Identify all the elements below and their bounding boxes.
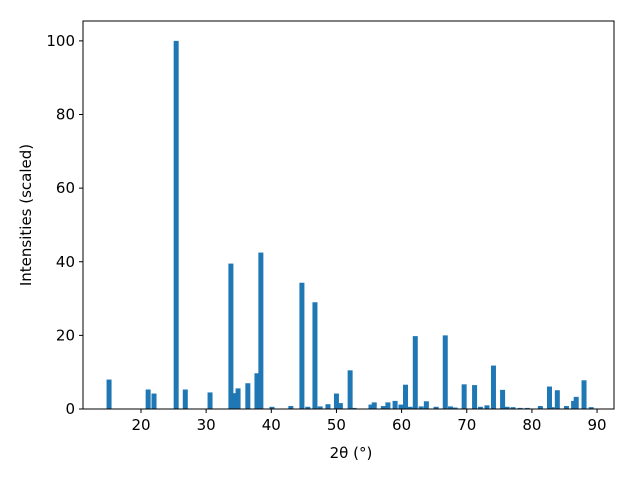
y-axis-label: Intensities (scaled) — [17, 144, 35, 286]
bar — [500, 389, 506, 409]
bar — [442, 335, 448, 409]
bar — [588, 407, 594, 409]
bar — [312, 302, 318, 409]
bar — [232, 393, 238, 409]
bar — [571, 400, 577, 409]
bar — [477, 406, 483, 409]
bar — [385, 402, 391, 409]
y-tick-label: 40 — [56, 253, 75, 271]
bar — [337, 403, 343, 409]
bar — [245, 383, 251, 409]
bar — [452, 407, 458, 409]
bar — [333, 393, 339, 409]
bar — [254, 373, 260, 409]
bar — [351, 407, 357, 409]
bar — [228, 263, 234, 409]
bar — [392, 400, 398, 409]
x-tick-label: 20 — [131, 416, 150, 434]
bar — [325, 404, 331, 409]
bar — [398, 404, 404, 409]
bar — [182, 389, 188, 409]
bar — [504, 406, 510, 409]
bar — [461, 384, 467, 409]
bar — [484, 405, 490, 409]
bar — [433, 406, 439, 409]
y-tick-label: 0 — [65, 400, 75, 418]
bar — [524, 407, 530, 409]
bar — [490, 365, 496, 409]
x-axis-label: 2θ (°) — [330, 444, 373, 462]
bar — [403, 384, 409, 409]
x-tick-label: 60 — [392, 416, 411, 434]
bar — [517, 407, 523, 409]
bar — [288, 406, 294, 409]
bar — [269, 406, 275, 409]
bar — [305, 406, 311, 409]
bar — [447, 406, 453, 409]
bar — [573, 396, 579, 409]
x-tick-label: 70 — [457, 416, 476, 434]
bar — [145, 389, 151, 409]
bar — [106, 379, 112, 409]
bar — [258, 252, 264, 409]
y-tick-label: 100 — [46, 32, 75, 50]
x-tick-label: 50 — [327, 416, 346, 434]
bar — [423, 401, 429, 409]
bar — [412, 336, 418, 409]
bar — [151, 393, 157, 409]
bar — [347, 370, 353, 409]
bar — [235, 388, 241, 409]
bar — [563, 406, 569, 409]
y-tick-label: 20 — [56, 326, 75, 344]
bar — [472, 385, 478, 409]
bar — [173, 40, 179, 409]
y-tick-label: 80 — [56, 106, 75, 124]
bar — [407, 406, 413, 409]
bar — [549, 407, 555, 409]
x-tick-label: 80 — [522, 416, 541, 434]
bar — [207, 392, 213, 409]
bar — [299, 282, 305, 409]
bar — [317, 406, 323, 409]
bar — [546, 386, 552, 409]
y-tick-label: 60 — [56, 179, 75, 197]
x-tick-label: 30 — [197, 416, 216, 434]
x-tick-label: 40 — [262, 416, 281, 434]
bar — [554, 390, 560, 409]
bar — [380, 406, 386, 409]
bar — [418, 406, 424, 409]
x-tick-label: 90 — [588, 416, 607, 434]
bar — [371, 402, 377, 409]
bar — [581, 380, 587, 409]
bar — [368, 404, 374, 409]
bar — [510, 407, 516, 409]
bar — [537, 406, 543, 409]
plot-frame — [82, 20, 615, 410]
